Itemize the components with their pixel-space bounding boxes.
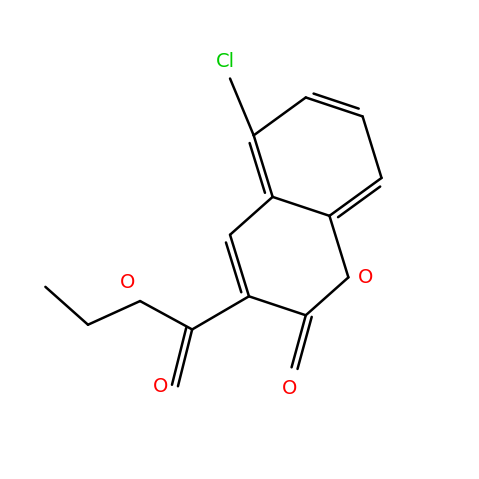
Text: O: O: [153, 377, 169, 396]
Text: O: O: [120, 273, 136, 292]
Text: O: O: [282, 379, 297, 398]
Text: O: O: [358, 268, 373, 287]
Text: Cl: Cl: [216, 52, 235, 71]
